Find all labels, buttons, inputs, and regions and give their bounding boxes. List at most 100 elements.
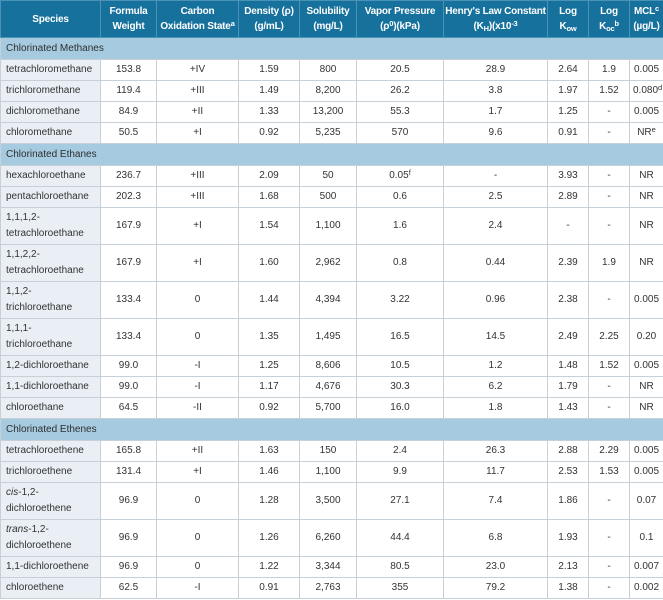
value-cell: 0.8 [356,244,444,282]
value-cell: 0 [156,556,239,578]
value-cell: - [588,122,630,144]
value-cell: -I [156,376,239,398]
species-cell: 1,2-dichloroethane [0,355,101,377]
value-cell: 1.9 [588,244,630,282]
value-cell: 79.2 [443,577,548,599]
value-cell: 1.53 [588,461,630,483]
table-row: tetrachloromethane 153.8 +IV 1.59 800 20.5 28.… [0,59,663,81]
value-cell: 0.007 [629,556,663,578]
value-cell: 1.52 [588,80,630,102]
value-cell: 1.17 [238,376,300,398]
table-row: 1,1,2,2- tetrachloroethane 167.9 +I 1.60 2,96… [0,244,663,282]
value-cell: 0.1 [629,519,663,557]
species-cell: chloromethane [0,122,101,144]
value-cell: 2.39 [547,244,589,282]
header-row: Species Formula Weight Carbon Oxidation Stat… [0,0,663,38]
species-cell: dichloromethane [0,101,101,123]
species-cell: trichloromethane [0,80,101,102]
value-cell: 0.005 [629,440,663,462]
value-cell: 2,763 [299,577,357,599]
value-cell: 133.4 [100,281,157,319]
value-cell: 3,344 [299,556,357,578]
value-cell: 0.44 [443,244,548,282]
column-header-mcl-g-l: MCLc (µg/L) [629,0,663,38]
value-cell: 80.5 [356,556,444,578]
column-header-solubility-mg-l: Solubility (mg/L) [299,0,357,38]
value-cell: 7.4 [443,482,548,520]
value-cell: 2.09 [238,165,300,187]
value-cell: 8,606 [299,355,357,377]
value-cell: +I [156,461,239,483]
value-cell: 0.07 [629,482,663,520]
value-cell: - [588,376,630,398]
value-cell: 0.6 [356,186,444,208]
value-cell: 11.7 [443,461,548,483]
table-header: Species Formula Weight Carbon Oxidation Stat… [0,0,663,38]
value-cell: 119.4 [100,80,157,102]
table-row: dichloromethane 84.9 +II 1.33 13,200 55.3 1.7 1… [0,101,663,123]
species-cell: pentachloroethane [0,186,101,208]
species-cell: chloroethane [0,397,101,419]
table-row: 1,2-dichloroethane 99.0 -I 1.25 8,606 10.5 1.2… [0,355,663,377]
value-cell: 5,235 [299,122,357,144]
value-cell: 0.96 [443,281,548,319]
value-cell: 2.13 [547,556,589,578]
table-row: 1,1,2- trichloroethane 133.4 0 1.44 4,394 3.22… [0,281,663,319]
value-cell: 44.4 [356,519,444,557]
section-row-chlorinated-ethenes: Chlorinated Ethenes [0,418,663,441]
value-cell: - [588,281,630,319]
value-cell: 6.2 [443,376,548,398]
value-cell: 167.9 [100,207,157,245]
value-cell: 1.6 [356,207,444,245]
value-cell: 99.0 [100,355,157,377]
value-cell: 2.53 [547,461,589,483]
value-cell: NR [629,397,663,419]
value-cell: 0.20 [629,318,663,356]
value-cell: 1.86 [547,482,589,520]
value-cell: +IV [156,59,239,81]
value-cell: 2.25 [588,318,630,356]
value-cell: 16.5 [356,318,444,356]
value-cell: - [443,165,548,187]
value-cell: 202.3 [100,186,157,208]
value-cell: 10.5 [356,355,444,377]
value-cell: 0.05f [356,165,444,187]
column-header-carbon-oxidation-state: Carbon Oxidation Statea [156,0,239,38]
value-cell: -II [156,397,239,419]
species-cell: 1,1,2,2- tetrachloroethane [0,244,101,282]
value-cell: 2.5 [443,186,548,208]
value-cell: 0.002 [629,577,663,599]
value-cell: +I [156,207,239,245]
column-header-log-k: Log Kocb [588,0,630,38]
species-cell: 1,1-dichloroethene [0,556,101,578]
value-cell: - [588,397,630,419]
value-cell: NR [629,244,663,282]
value-cell: 0 [156,281,239,319]
section-header-label: Chlorinated Ethenes [0,418,663,441]
value-cell: 2.88 [547,440,589,462]
value-cell: - [588,577,630,599]
value-cell: +II [156,101,239,123]
species-cell: tetrachloromethane [0,59,101,81]
value-cell: 1.22 [238,556,300,578]
value-cell: 0 [156,482,239,520]
value-cell: 4,394 [299,281,357,319]
value-cell: 1.38 [547,577,589,599]
value-cell: NR [629,165,663,187]
value-cell: +I [156,122,239,144]
value-cell: 0.91 [238,577,300,599]
table-row: hexachloroethane 236.7 +III 2.09 50 0.05f -3.9… [0,165,663,187]
value-cell: 55.3 [356,101,444,123]
value-cell: 50.5 [100,122,157,144]
value-cell: 0.005 [629,461,663,483]
value-cell: +II [156,440,239,462]
value-cell: 1.60 [238,244,300,282]
table-row: pentachloroethane 202.3 +III 1.68 500 0.6 2.5 2… [0,186,663,208]
value-cell: 1.44 [238,281,300,319]
value-cell: 96.9 [100,556,157,578]
value-cell: +III [156,80,239,102]
value-cell: 1.25 [238,355,300,377]
table-row: tetrachloroethene 165.8 +II 1.63 150 2.4 26.3 2… [0,440,663,462]
